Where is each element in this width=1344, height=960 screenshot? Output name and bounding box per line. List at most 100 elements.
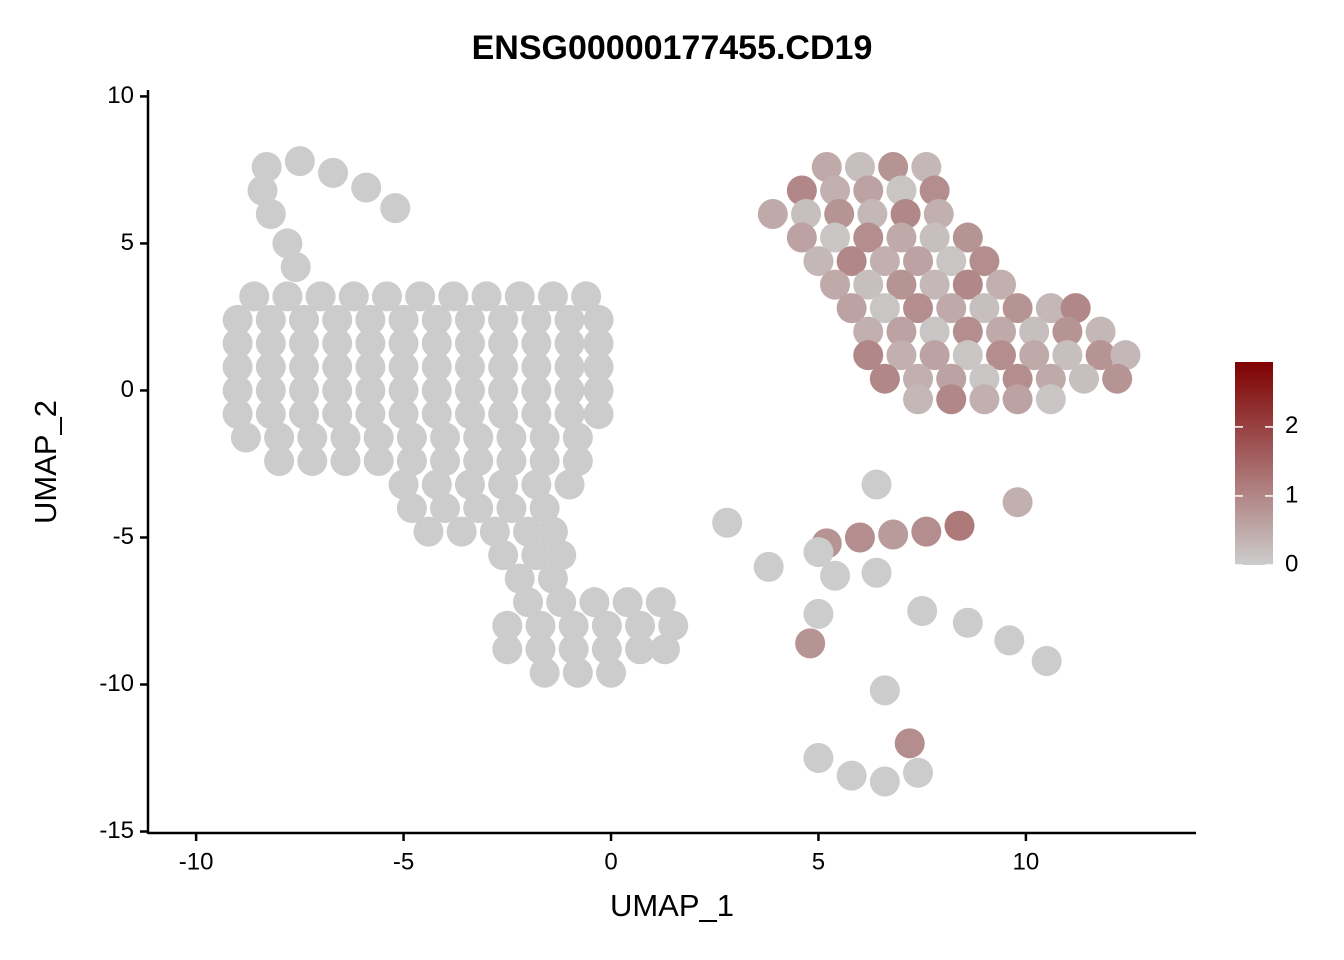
point [546,540,577,571]
point [338,281,369,312]
point [454,398,485,429]
point [786,175,817,206]
point [878,519,909,550]
point [558,634,589,665]
point [322,351,353,382]
point [853,316,884,347]
point [903,363,934,394]
point [554,328,585,359]
point [911,516,942,547]
point [571,281,602,312]
point [583,304,614,335]
point [583,328,614,359]
point [492,610,523,641]
point [1002,293,1033,324]
point [554,469,585,500]
point [322,375,353,406]
point [952,316,983,347]
point [625,610,656,641]
point [907,595,938,626]
point [396,446,427,477]
point [820,175,851,206]
point [355,398,386,429]
point [986,340,1017,371]
point [255,328,286,359]
point [869,363,900,394]
point [919,175,950,206]
point [222,351,253,382]
point [824,199,855,230]
point [1002,363,1033,394]
point [861,557,892,588]
point [853,222,884,253]
point [504,563,535,594]
point [853,269,884,300]
point [1035,363,1066,394]
point [529,446,560,477]
point [421,328,452,359]
point [322,304,353,335]
point [1085,316,1116,347]
point [546,587,577,618]
point [454,304,485,335]
point [288,304,319,335]
point [430,446,461,477]
point [513,516,544,547]
point [753,551,784,582]
point [944,510,975,541]
colorbar [1235,362,1273,565]
point [363,422,394,453]
point [463,493,494,524]
point [886,175,917,206]
point [903,757,934,788]
y-axis-title: UMAP_2 [28,400,63,524]
point [757,199,788,230]
point [247,175,278,206]
point [903,246,934,277]
point [1068,363,1099,394]
y-tick-label: 0 [121,376,134,403]
colorbar-tick-label: 1 [1285,481,1298,508]
y-tick-label: 5 [121,229,134,256]
point [952,340,983,371]
point [413,516,444,547]
point [1019,316,1050,347]
point [537,563,568,594]
point [488,304,519,335]
point [562,422,593,453]
point [1110,340,1141,371]
point [803,246,834,277]
point [911,151,942,182]
point [496,422,527,453]
point [255,304,286,335]
point [583,375,614,406]
point [255,199,286,230]
point [878,151,909,182]
point [380,193,411,224]
point [625,634,656,665]
point [579,587,610,618]
point [952,222,983,253]
point [886,269,917,300]
point [488,351,519,382]
point [537,281,568,312]
point [288,398,319,429]
point [513,587,544,618]
point [322,328,353,359]
colorbar-tick-label: 0 [1285,550,1298,577]
point [869,675,900,706]
point [820,222,851,253]
point [844,151,875,182]
point [936,363,967,394]
point [795,628,826,659]
point [355,304,386,335]
point [355,375,386,406]
point [836,760,867,791]
point [396,493,427,524]
point [525,610,556,641]
point [820,560,851,591]
point [903,384,934,415]
point [936,293,967,324]
point [363,446,394,477]
point [936,246,967,277]
